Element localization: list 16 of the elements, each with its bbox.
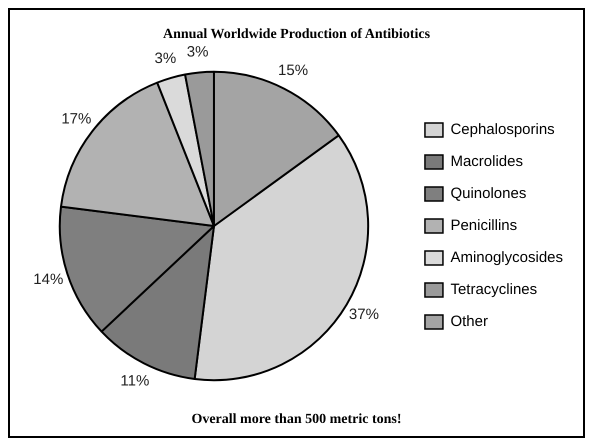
legend-label: Tetracyclines <box>450 281 538 298</box>
legend-label: Macrolides <box>450 153 523 170</box>
legend-label: Aminoglycosides <box>450 249 564 266</box>
data-label: 3% <box>154 50 176 67</box>
legend-label: Penicillins <box>450 217 518 234</box>
text: Overall more than 500 metric tons! <box>191 412 402 428</box>
chart-title: Annual Worldwide Production of Antibiotics <box>162 27 431 42</box>
data-label: 14% <box>33 270 64 288</box>
legend-label: Other <box>450 313 488 330</box>
legend-label: Quinolones <box>450 185 526 202</box>
legend-label: Cephalosporins <box>450 121 555 138</box>
data-label: 37% <box>348 306 379 323</box>
data-label: 15% <box>278 62 308 79</box>
data-label: 17% <box>61 110 92 128</box>
data-label: 3% <box>186 44 208 61</box>
data-label: 11% <box>120 372 150 390</box>
